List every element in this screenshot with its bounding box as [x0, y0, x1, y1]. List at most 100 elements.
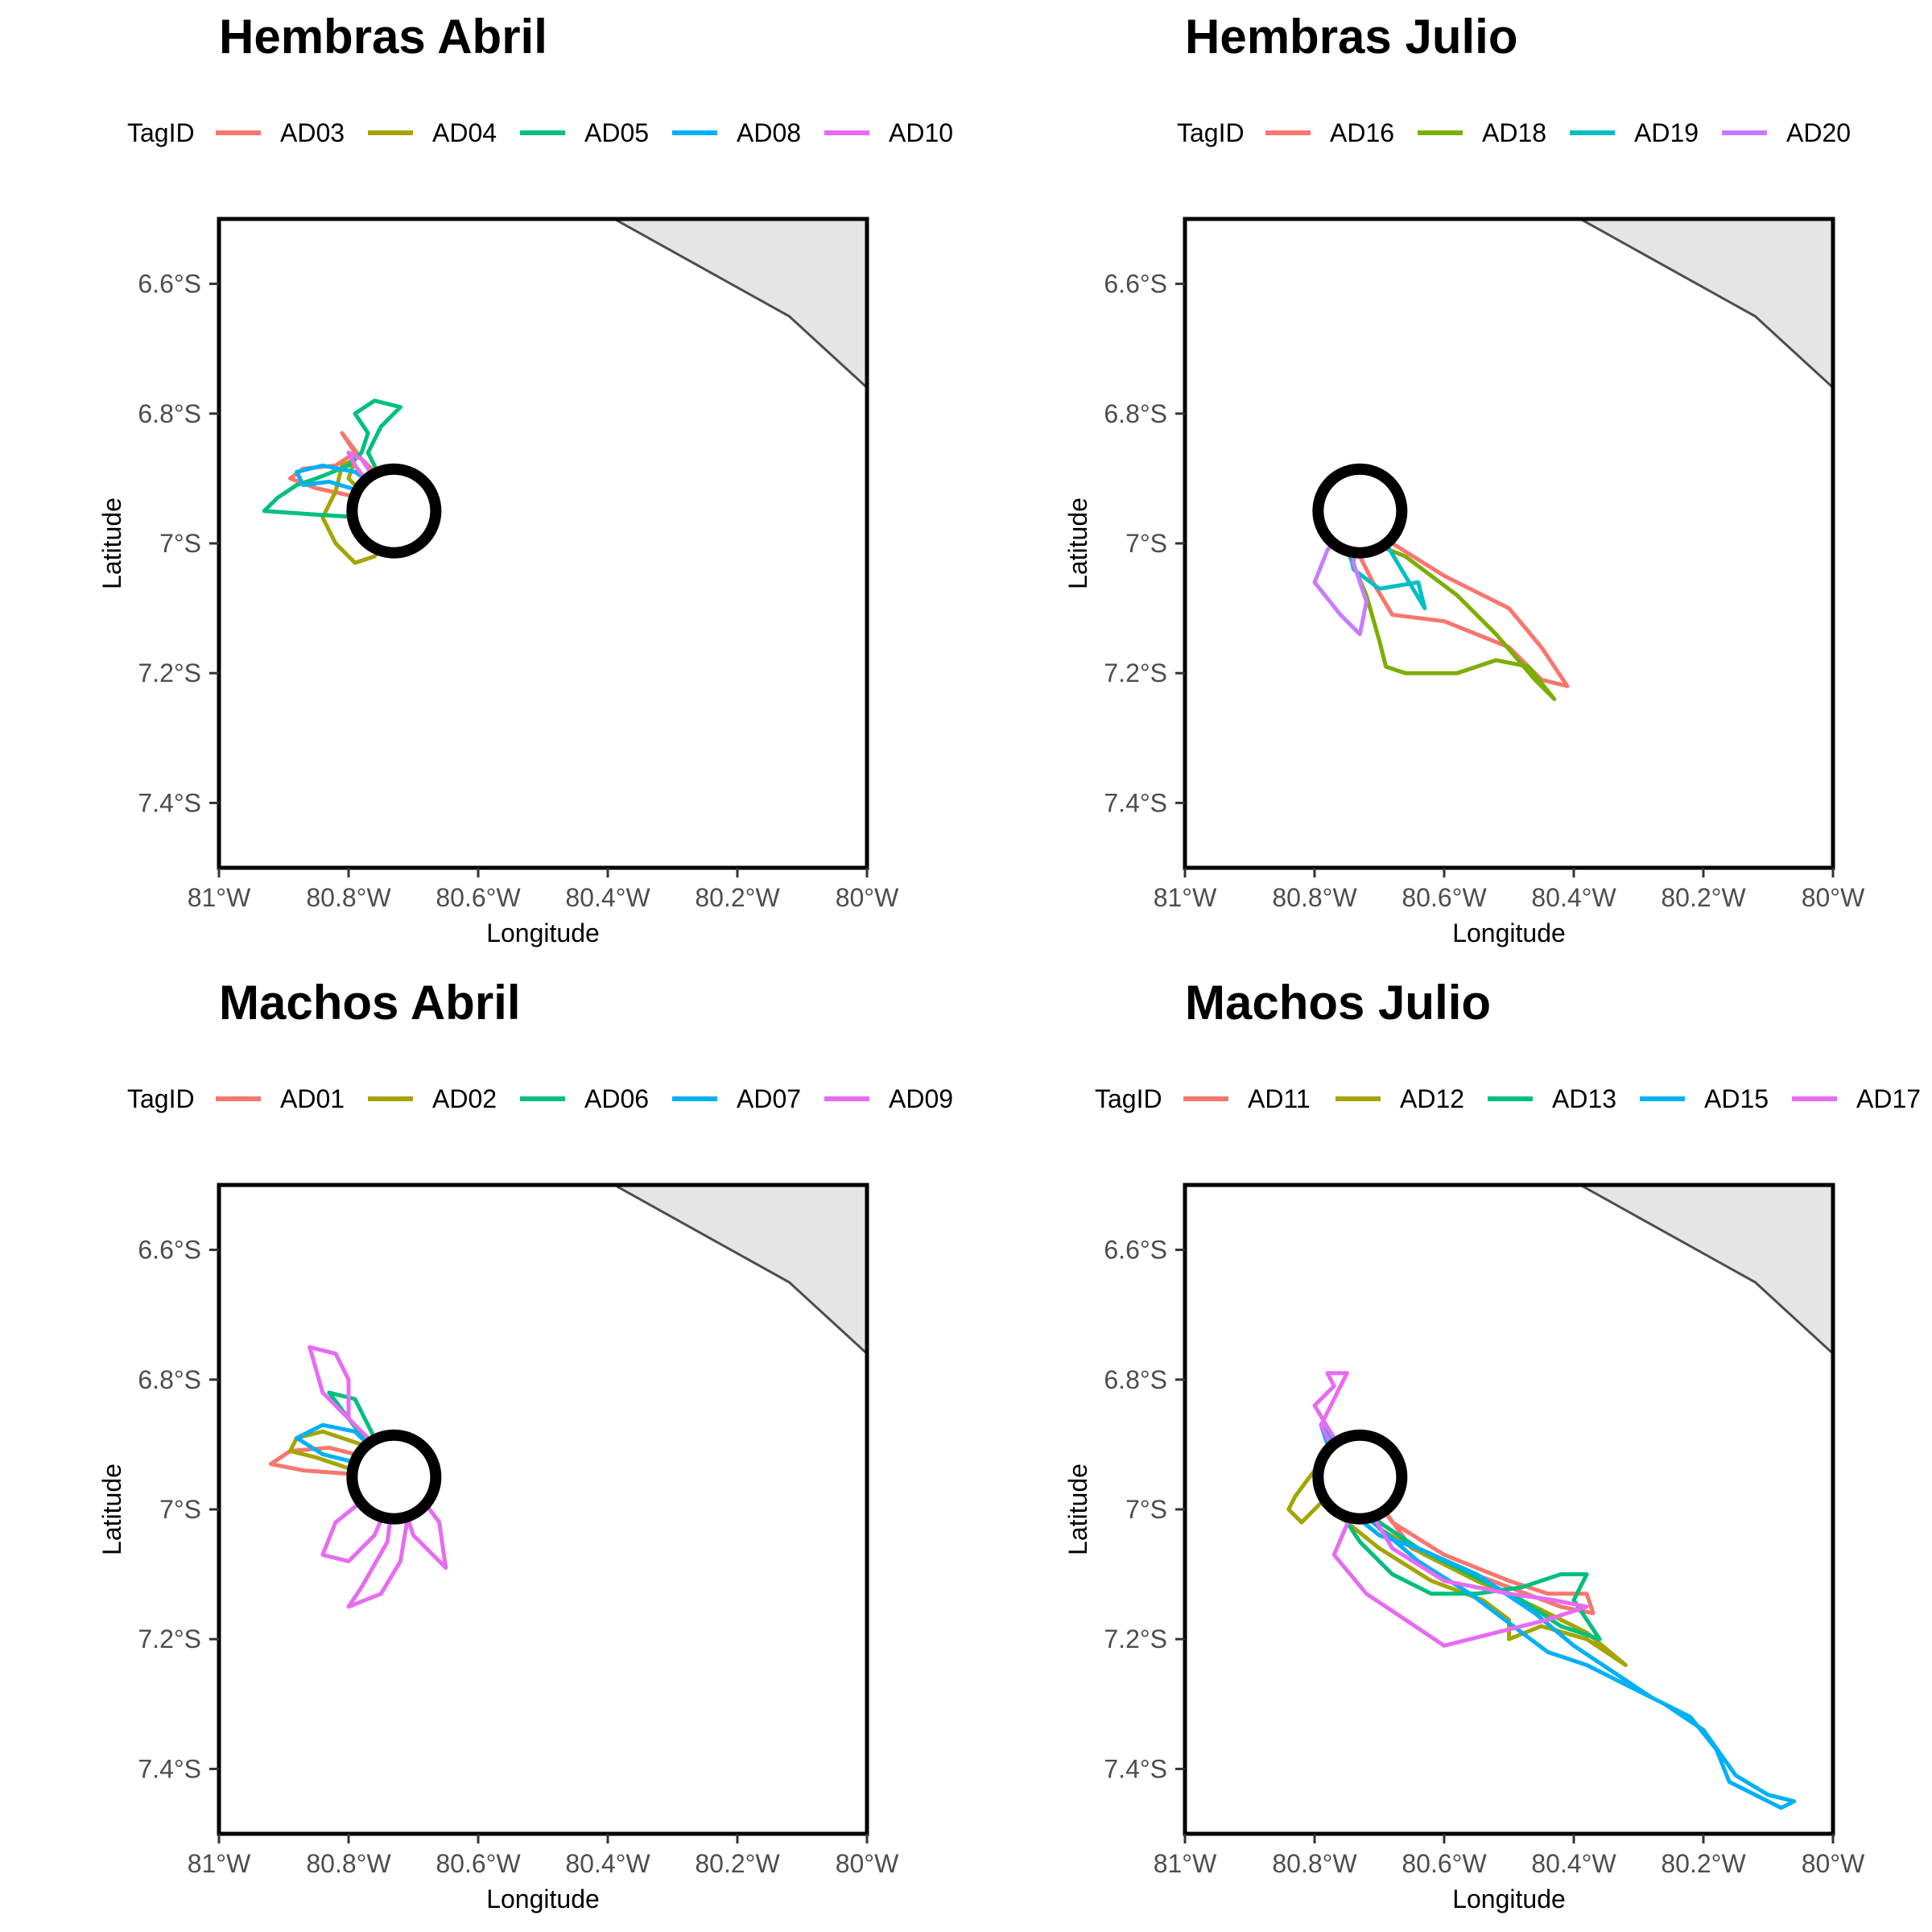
legend-label-ad04: AD04	[432, 118, 497, 147]
legend-label-ad01: AD01	[280, 1084, 345, 1113]
x-tick-label: 80°W	[1802, 883, 1865, 912]
y-tick-label: 6.6°S	[138, 1236, 201, 1265]
y-tick-label: 7°S	[1125, 529, 1167, 558]
legend-label-ad19: AD19	[1634, 118, 1699, 147]
x-tick-label: 80.6°W	[436, 883, 521, 912]
chart-hembras-abril: Hembras Abril TagID AD03 AD04 AD05 AD08 AD10 81…	[97, 10, 953, 947]
chart-title: Machos Julio	[1185, 976, 1491, 1030]
legend-label-ad11: AD11	[1248, 1084, 1311, 1113]
x-tick-label: 80.2°W	[695, 883, 780, 912]
legend-label-ad02: AD02	[432, 1084, 497, 1113]
panel-hembras-julio: Hembras Julio TagID AD16 AD18 AD19 AD20 81°W 80…	[966, 0, 1932, 966]
y-tick-label: 7.2°S	[1104, 658, 1167, 687]
x-tick-label: 80.2°W	[1661, 883, 1746, 912]
track-ad17	[1312, 1371, 1589, 1648]
legend-label-ad10: AD10	[889, 118, 953, 147]
plot-frame	[1183, 1183, 1835, 1836]
plot-area	[1286, 1185, 1833, 1810]
plot-frame	[217, 1183, 869, 1836]
y-axis-label: Latitude	[97, 497, 126, 589]
x-tick-label: 80°W	[1802, 1849, 1865, 1878]
coastline	[1579, 219, 1833, 389]
legend-label-ad07: AD07	[737, 1084, 801, 1113]
legend-title: TagID	[127, 1084, 195, 1113]
coastline	[613, 219, 867, 389]
plot-area	[268, 1185, 867, 1609]
x-tick-label: 81°W	[188, 883, 251, 912]
panel-machos-julio: Machos Julio TagID AD11 AD12 AD13 AD15 AD17 81°…	[966, 966, 1932, 1932]
x-tick-label: 80.2°W	[1661, 1849, 1746, 1878]
chart-machos-julio: Machos Julio TagID AD11 AD12 AD13 AD15 AD17 81°…	[1063, 976, 1921, 1913]
y-tick-label: 6.6°S	[138, 270, 201, 299]
x-tick-label: 81°W	[1154, 1849, 1217, 1878]
x-axis-label: Longitude	[1452, 1885, 1566, 1913]
legend-label-ad20: AD20	[1786, 118, 1851, 147]
plot-area	[1312, 219, 1833, 701]
x-tick-label: 80.4°W	[1531, 883, 1616, 912]
y-tick-label: 7°S	[159, 529, 201, 558]
legend-label-ad18: AD18	[1482, 118, 1546, 147]
legend-label-ad09: AD09	[889, 1084, 953, 1113]
y-tick-label: 6.8°S	[138, 399, 201, 428]
colony-marker	[1312, 463, 1408, 559]
legend-label-ad13: AD13	[1552, 1084, 1616, 1113]
y-tick-label: 6.8°S	[138, 1365, 201, 1394]
x-tick-label: 80.4°W	[1531, 1849, 1616, 1878]
legend-label-ad12: AD12	[1400, 1084, 1464, 1113]
y-tick-label: 6.8°S	[1104, 1365, 1167, 1394]
y-tick-label: 7.2°S	[1104, 1624, 1167, 1653]
chart-title: Hembras Abril	[219, 10, 547, 64]
track-ad09	[308, 1345, 448, 1609]
x-tick-label: 80.4°W	[565, 883, 650, 912]
x-tick-label: 80.2°W	[695, 1849, 780, 1878]
y-tick-label: 6.8°S	[1104, 399, 1167, 428]
colony-marker	[1312, 1429, 1408, 1525]
plot-frame	[1183, 217, 1835, 870]
chart-title: Hembras Julio	[1185, 10, 1517, 64]
legend-title: TagID	[1095, 1084, 1162, 1113]
panel-machos-abril: Machos Abril TagID AD01 AD02 AD06 AD07 AD09 81°…	[0, 966, 966, 1932]
x-tick-label: 80.6°W	[1402, 883, 1487, 912]
x-tick-label: 80.8°W	[306, 1849, 391, 1878]
x-axis-label: Longitude	[486, 919, 600, 947]
y-axis-label: Latitude	[97, 1463, 126, 1555]
x-tick-label: 81°W	[1154, 883, 1217, 912]
coastline	[1579, 1185, 1833, 1355]
y-tick-label: 7.2°S	[138, 1624, 201, 1653]
land-polygon	[1580, 1185, 1833, 1354]
legend-title: TagID	[1177, 118, 1245, 147]
land-polygon	[614, 1185, 867, 1354]
y-tick-label: 7.4°S	[1104, 788, 1167, 817]
y-tick-label: 7.2°S	[138, 658, 201, 687]
x-axis-label: Longitude	[1452, 919, 1566, 947]
x-tick-label: 80.8°W	[1272, 1849, 1357, 1878]
y-axis-label: Latitude	[1063, 1463, 1092, 1555]
y-tick-label: 7.4°S	[138, 1754, 201, 1783]
legend-label-ad03: AD03	[280, 118, 345, 147]
x-tick-label: 80.8°W	[306, 883, 391, 912]
plot-area	[262, 219, 867, 565]
colony-marker	[346, 1429, 442, 1525]
plot-frame	[217, 217, 869, 870]
chart-title: Machos Abril	[219, 976, 521, 1030]
track-ad20	[1312, 509, 1368, 637]
y-tick-label: 7°S	[1125, 1495, 1167, 1524]
x-tick-label: 81°W	[188, 1849, 251, 1878]
y-tick-label: 7°S	[159, 1495, 201, 1524]
track-ad05	[262, 398, 402, 520]
panel-hembras-abril: Hembras Abril TagID AD03 AD04 AD05 AD08 AD10 81…	[0, 0, 966, 966]
legend-label-ad05: AD05	[584, 118, 649, 147]
x-tick-label: 80.4°W	[565, 1849, 650, 1878]
chart-hembras-julio: Hembras Julio TagID AD16 AD18 AD19 AD20 81°W 80…	[1063, 10, 1865, 947]
legend-label-ad17: AD17	[1856, 1084, 1921, 1113]
chart-machos-abril: Machos Abril TagID AD01 AD02 AD06 AD07 AD09 81°…	[97, 976, 953, 1913]
x-tick-label: 80°W	[836, 1849, 899, 1878]
legend-label-ad08: AD08	[737, 118, 801, 147]
legend-label-ad06: AD06	[584, 1084, 649, 1113]
y-tick-label: 6.6°S	[1104, 270, 1167, 299]
coastline	[613, 1185, 867, 1355]
y-tick-label: 7.4°S	[1104, 1754, 1167, 1783]
land-polygon	[614, 219, 867, 388]
x-axis-label: Longitude	[486, 1885, 600, 1913]
track-ad15	[1319, 1422, 1797, 1810]
